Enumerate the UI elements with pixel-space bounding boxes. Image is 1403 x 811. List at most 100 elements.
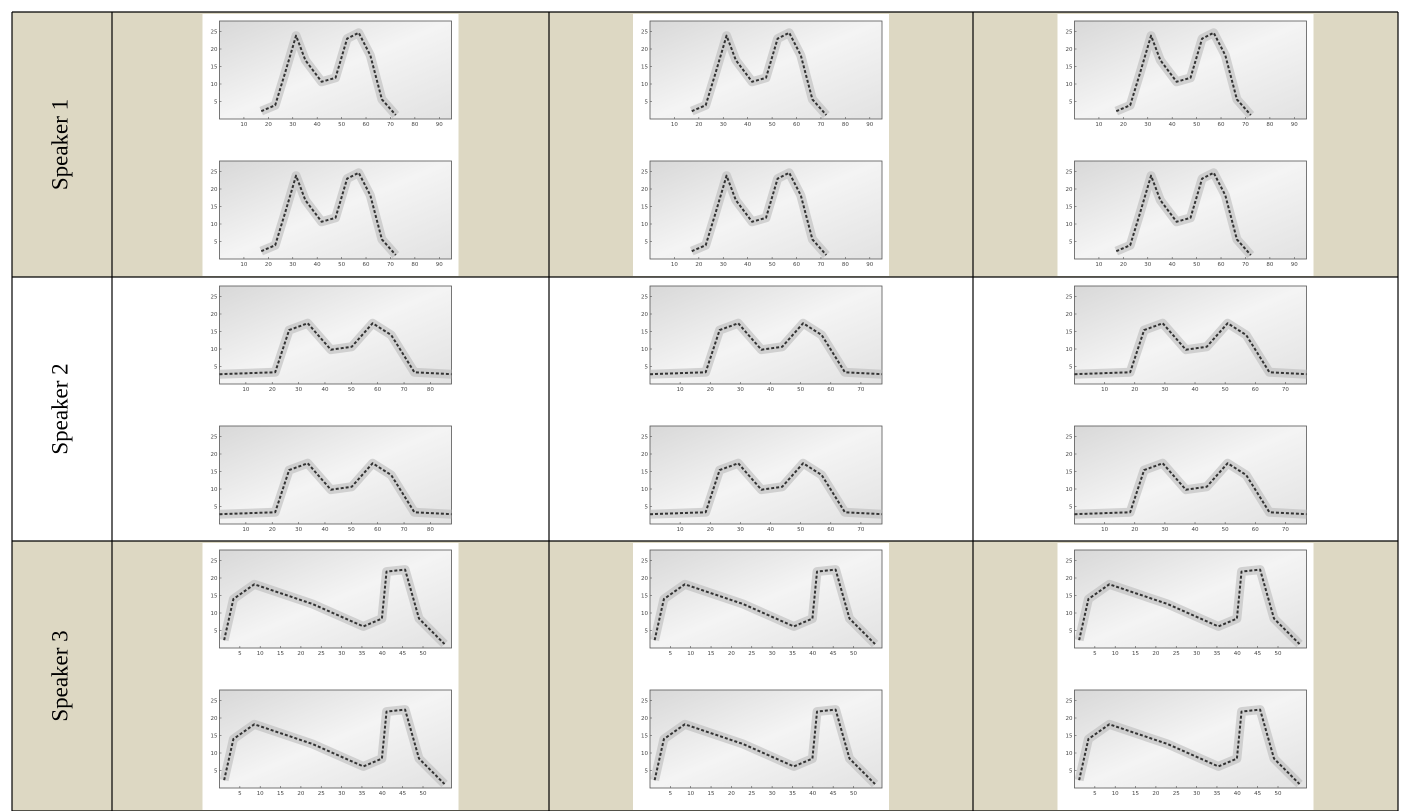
x-tick-label: 15	[277, 651, 284, 657]
x-tick-label: 90	[1291, 262, 1298, 268]
y-tick-label: 5	[645, 100, 649, 106]
y-tick-label: 15	[211, 594, 218, 600]
x-tick-label: 30	[769, 791, 776, 797]
y-tick-label: 25	[211, 30, 218, 36]
x-tick-label: 10	[1112, 651, 1119, 657]
x-tick-label: 70	[401, 527, 408, 533]
x-tick-label: 40	[1234, 791, 1241, 797]
y-tick-label: 20	[1066, 452, 1073, 458]
x-tick-label: 20	[265, 122, 272, 128]
x-tick-label: 30	[1161, 387, 1168, 393]
x-tick-label: 30	[737, 527, 744, 533]
y-tick-label: 25	[211, 295, 218, 301]
x-tick-label: 40	[767, 527, 774, 533]
y-tick-label: 15	[641, 330, 648, 336]
x-tick-label: 35	[358, 651, 365, 657]
x-tick-label: 40	[744, 262, 751, 268]
y-tick-label: 10	[1066, 611, 1073, 617]
x-tick-label: 30	[1193, 651, 1200, 657]
y-tick-label: 25	[211, 435, 218, 441]
x-tick-label: 80	[427, 527, 434, 533]
x-tick-label: 80	[411, 122, 418, 128]
x-tick-label: 40	[1169, 262, 1176, 268]
x-tick-label: 70	[817, 262, 824, 268]
y-tick-label: 20	[1066, 716, 1073, 722]
x-tick-label: 40	[379, 651, 386, 657]
x-tick-label: 35	[358, 791, 365, 797]
x-tick-label: 90	[866, 122, 873, 128]
x-tick-label: 10	[1095, 262, 1102, 268]
y-tick-label: 15	[1066, 330, 1073, 336]
x-tick-label: 40	[1192, 527, 1199, 533]
x-tick-label: 40	[744, 122, 751, 128]
y-tick-label: 10	[211, 751, 218, 757]
y-tick-label: 15	[641, 205, 648, 211]
y-tick-label: 20	[1066, 47, 1073, 53]
y-tick-label: 10	[211, 82, 218, 88]
y-tick-label: 20	[211, 187, 218, 193]
y-tick-label: 5	[645, 240, 649, 246]
y-tick-label: 10	[211, 611, 218, 617]
x-tick-label: 60	[374, 527, 381, 533]
y-tick-label: 25	[1066, 170, 1073, 176]
x-tick-label: 40	[1234, 651, 1241, 657]
y-tick-label: 5	[1069, 100, 1073, 106]
x-tick-label: 10	[671, 262, 678, 268]
y-tick-label: 10	[211, 487, 218, 493]
x-tick-label: 40	[314, 262, 321, 268]
row-label: Speaker 2	[47, 363, 72, 454]
x-tick-label: 25	[1173, 791, 1180, 797]
x-tick-label: 50	[1222, 387, 1229, 393]
x-tick-label: 40	[809, 791, 816, 797]
x-tick-label: 20	[707, 527, 714, 533]
y-tick-label: 10	[641, 222, 648, 228]
y-tick-label: 20	[641, 452, 648, 458]
y-tick-label: 20	[211, 576, 218, 582]
x-tick-label: 45	[830, 651, 837, 657]
y-tick-label: 10	[1066, 82, 1073, 88]
x-tick-label: 10	[1101, 387, 1108, 393]
row-label: Speaker 3	[47, 630, 72, 721]
y-tick-label: 25	[211, 699, 218, 705]
x-tick-label: 40	[321, 527, 328, 533]
y-tick-label: 15	[211, 470, 218, 476]
y-tick-label: 25	[1066, 295, 1073, 301]
x-tick-label: 45	[399, 791, 406, 797]
x-tick-label: 90	[866, 262, 873, 268]
x-tick-label: 10	[671, 122, 678, 128]
x-tick-label: 5	[1093, 651, 1097, 657]
x-tick-label: 60	[1218, 262, 1225, 268]
x-tick-label: 70	[857, 527, 864, 533]
x-tick-label: 50	[420, 651, 427, 657]
x-tick-label: 30	[720, 122, 727, 128]
x-tick-label: 30	[295, 527, 302, 533]
y-tick-label: 25	[641, 30, 648, 36]
x-tick-label: 80	[411, 262, 418, 268]
y-tick-label: 20	[641, 576, 648, 582]
x-tick-label: 45	[1254, 651, 1261, 657]
y-tick-label: 25	[1066, 559, 1073, 565]
x-tick-label: 5	[669, 791, 673, 797]
x-tick-label: 25	[748, 651, 755, 657]
x-tick-label: 45	[1254, 791, 1261, 797]
x-tick-label: 50	[1193, 262, 1200, 268]
x-tick-label: 70	[387, 122, 394, 128]
x-tick-label: 15	[277, 791, 284, 797]
x-tick-label: 10	[257, 651, 264, 657]
y-tick-label: 10	[641, 347, 648, 353]
y-tick-label: 15	[211, 205, 218, 211]
y-tick-label: 15	[211, 65, 218, 71]
x-tick-label: 30	[1144, 122, 1151, 128]
y-tick-label: 20	[211, 716, 218, 722]
y-tick-label: 15	[641, 594, 648, 600]
y-tick-label: 5	[1069, 505, 1073, 511]
x-tick-label: 10	[677, 527, 684, 533]
y-tick-label: 15	[641, 65, 648, 71]
x-tick-label: 20	[1152, 651, 1159, 657]
x-tick-label: 30	[295, 387, 302, 393]
x-tick-label: 70	[1242, 122, 1249, 128]
y-tick-label: 10	[211, 347, 218, 353]
x-tick-label: 10	[687, 791, 694, 797]
y-tick-label: 25	[641, 559, 648, 565]
x-tick-label: 25	[1173, 651, 1180, 657]
